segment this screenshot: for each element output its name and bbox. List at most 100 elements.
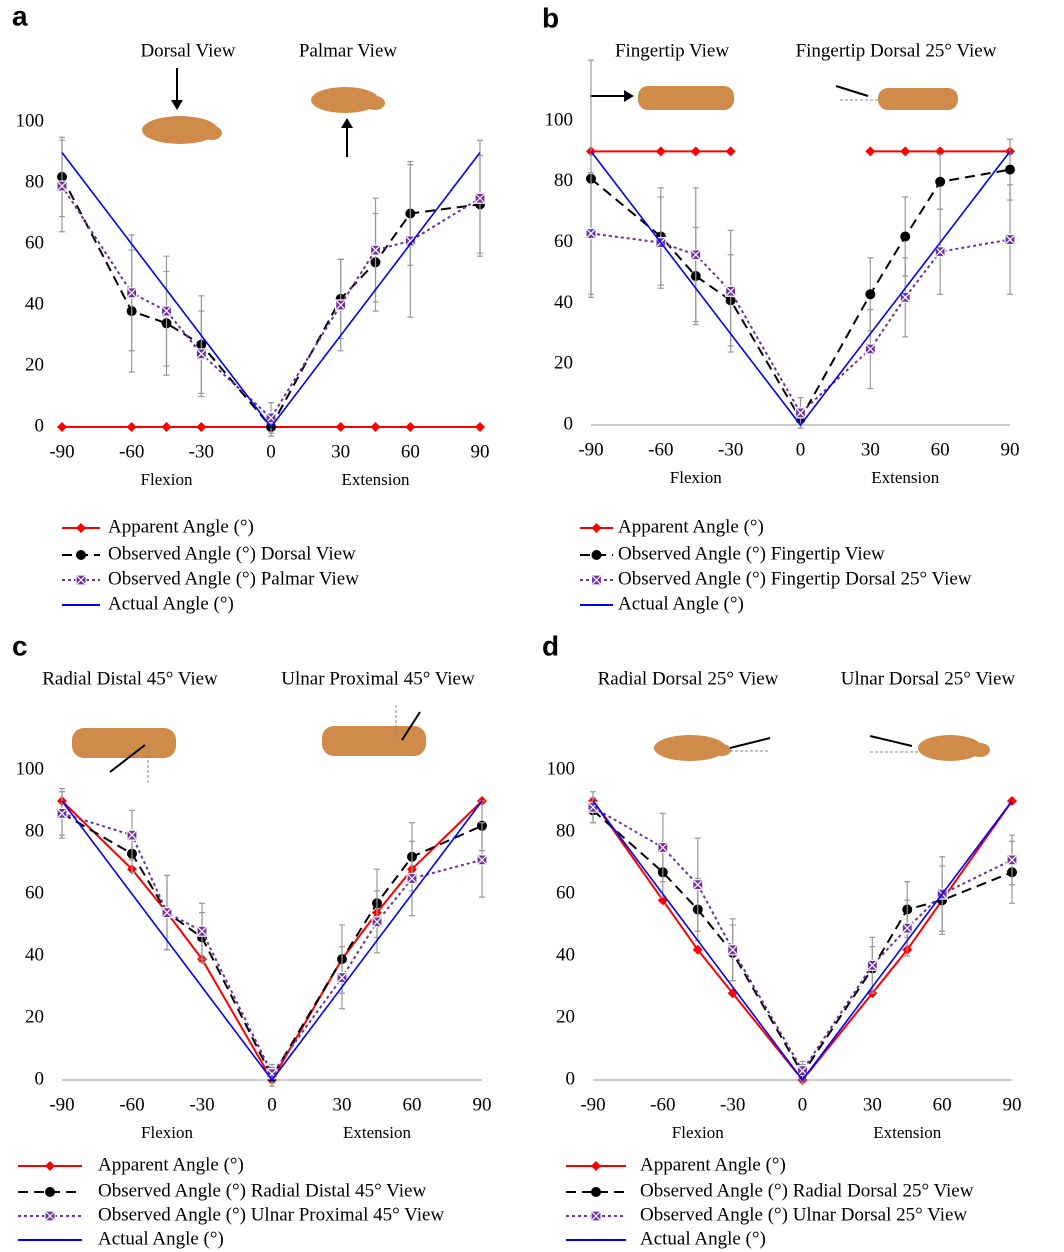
legend-label: Observed Angle (°) Radial Distal 45° Vie…: [98, 1180, 426, 1201]
legend-marker: [591, 1161, 601, 1171]
legend-marker: [592, 575, 602, 585]
point: [197, 926, 207, 936]
series-line: [62, 813, 482, 1077]
legend-label: Observed Angle (°) Palmar View: [108, 568, 359, 589]
hand-icon: [142, 68, 222, 144]
series-line: [591, 170, 1010, 419]
panel-letter: b: [542, 2, 559, 33]
legend-label: Observed Angle (°) Ulnar Proximal 45° Vi…: [98, 1204, 444, 1225]
panel: aDorsal ViewPalmar View020406080100-90-6…: [12, 0, 490, 614]
point: [796, 408, 806, 418]
x-tick-label: 30: [863, 1094, 882, 1115]
x-tick-label: -90: [580, 1094, 605, 1115]
legend-label: Apparent Angle (°): [640, 1154, 786, 1175]
point: [691, 250, 701, 260]
legend-item: Actual Angle (°): [18, 1228, 224, 1249]
legend-item: Observed Angle (°) Ulnar Dorsal 25° View: [566, 1204, 967, 1225]
x-tick-label: 0: [798, 1094, 808, 1115]
x-tick-label: -60: [650, 1094, 675, 1115]
y-tick-label: 80: [556, 820, 575, 841]
hand-icon: [870, 735, 990, 761]
series-line: [593, 807, 1012, 1070]
series-line: [62, 153, 480, 428]
view-label: Fingertip Dorsal 25° View: [796, 40, 997, 61]
x-tick-label: -60: [119, 441, 144, 462]
x-tick-label: 60: [401, 441, 420, 462]
legend-label: Actual Angle (°): [108, 593, 234, 614]
legend-label: Apparent Angle (°): [618, 516, 764, 537]
point: [336, 300, 346, 310]
view-label: Radial Distal 45° View: [42, 668, 218, 689]
legend-item: Observed Angle (°) Palmar View: [62, 568, 359, 589]
legend-marker: [591, 1187, 601, 1197]
view-label: Ulnar Dorsal 25° View: [841, 668, 1016, 689]
y-tick-label: 80: [25, 171, 44, 192]
x-tick-label: 90: [1001, 439, 1020, 460]
y-tick-label: 0: [35, 1068, 45, 1089]
legend-marker: [45, 1187, 55, 1197]
point: [656, 146, 666, 156]
point: [127, 288, 137, 298]
x-tick-label: -30: [189, 1094, 214, 1115]
legend-label: Observed Angle (°) Fingertip View: [618, 543, 885, 564]
y-tick-label: 60: [554, 231, 573, 252]
point: [902, 923, 912, 933]
series-line: [591, 151, 1010, 425]
legend-item: Actual Angle (°): [62, 593, 234, 614]
view-label: Palmar View: [299, 40, 398, 61]
legend-marker: [45, 1161, 55, 1171]
x-tick-label: 90: [1003, 1094, 1022, 1115]
series-line: [62, 801, 482, 1080]
point: [475, 193, 485, 203]
point: [57, 422, 67, 432]
point: [900, 146, 910, 156]
legend-label: Observed Angle (°) Fingertip Dorsal 25° …: [618, 568, 972, 589]
legend-label: Observed Angle (°) Radial Dorsal 25° Vie…: [640, 1180, 974, 1201]
legend-item: Actual Angle (°): [580, 593, 744, 614]
series-line: [62, 813, 482, 1073]
x-axis-label: Flexion: [670, 468, 722, 487]
x-tick-label: 30: [861, 439, 880, 460]
y-tick-label: 40: [554, 292, 573, 313]
hand-icon: [311, 87, 385, 157]
legend-marker: [591, 1211, 601, 1221]
point: [865, 289, 875, 299]
y-tick-label: 100: [547, 758, 576, 779]
hand-icon: [836, 86, 958, 110]
x-tick-label: -30: [189, 441, 214, 462]
series-line: [62, 801, 482, 1080]
x-tick-label: -30: [720, 1094, 745, 1115]
series-line: [593, 810, 1012, 1074]
point: [372, 917, 382, 927]
point: [691, 146, 701, 156]
point: [371, 245, 381, 255]
point: [267, 1069, 277, 1079]
point: [196, 349, 206, 359]
point: [127, 830, 137, 840]
point: [477, 855, 487, 865]
hand-icon: [72, 728, 176, 785]
x-axis-label: Flexion: [141, 1123, 193, 1142]
series-line: [62, 186, 480, 418]
y-tick-label: 0: [35, 415, 45, 436]
legend-label: Apparent Angle (°): [108, 516, 254, 537]
y-tick-label: 60: [556, 882, 575, 903]
legend-item: Observed Angle (°) Radial Dorsal 25° Vie…: [566, 1180, 974, 1201]
point: [162, 422, 172, 432]
x-tick-label: 90: [471, 441, 490, 462]
point: [693, 880, 703, 890]
panel-letter: d: [542, 630, 559, 661]
x-axis-label: Extension: [871, 468, 939, 487]
x-axis-label: Extension: [873, 1123, 941, 1142]
y-tick-label: 20: [25, 1006, 44, 1027]
point: [336, 422, 346, 432]
x-tick-label: -60: [648, 439, 673, 460]
point: [1005, 235, 1015, 245]
point: [1007, 855, 1017, 865]
legend-marker: [76, 550, 86, 560]
x-tick-label: -90: [578, 439, 603, 460]
y-tick-label: 20: [554, 353, 573, 374]
y-tick-label: 40: [25, 293, 44, 314]
point: [588, 802, 598, 812]
